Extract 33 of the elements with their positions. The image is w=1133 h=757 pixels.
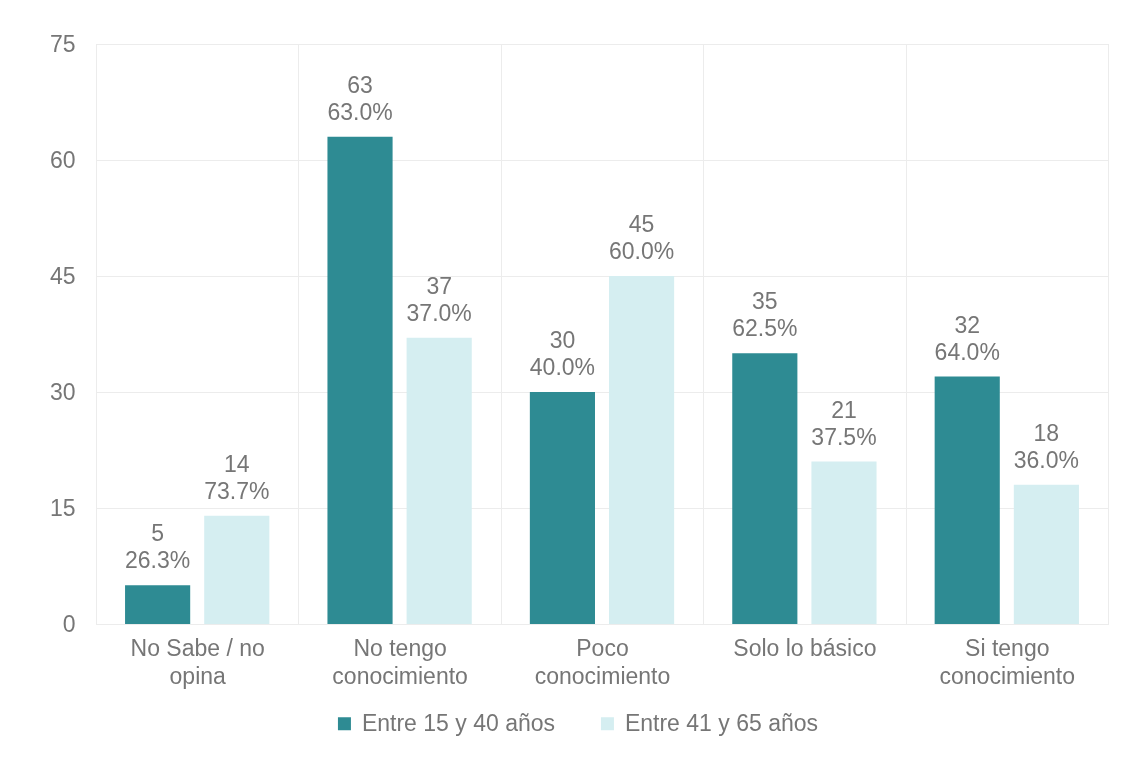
x-tick-label: Poco conocimiento (534, 634, 671, 689)
legend-label: Entre 15 y 40 años (361, 709, 556, 736)
y-tick-label: 75 (49, 30, 76, 57)
bar (529, 392, 595, 624)
data-label: 18 36.0% (1013, 419, 1079, 473)
data-label: 14 73.7% (204, 450, 270, 504)
y-tick-label: 15 (49, 494, 76, 521)
data-label: 35 62.5% (732, 288, 798, 342)
data-label: 32 64.0% (934, 311, 1000, 365)
bar (327, 136, 393, 624)
data-label: 21 37.5% (811, 396, 877, 450)
x-tick-label: No tengo conocimiento (332, 634, 468, 689)
data-label: 37 37.0% (406, 272, 472, 326)
data-label: 63 63.0% (327, 71, 393, 125)
legend-label: Entre 41 y 65 años (624, 709, 819, 736)
bar (204, 515, 270, 624)
x-tick-label: No Sabe / no opina (130, 634, 265, 689)
data-label: 5 26.3% (125, 520, 191, 574)
bar (1013, 484, 1079, 624)
data-label: 30 40.0% (529, 327, 596, 380)
x-tick-label: Si tengo conocimiento (939, 634, 1076, 689)
bar (609, 276, 675, 624)
y-tick-label: 45 (49, 262, 76, 289)
bar (406, 337, 472, 624)
y-tick-label: 30 (49, 378, 76, 405)
bar (811, 461, 877, 624)
y-tick-label: 60 (49, 146, 76, 173)
data-label: 45 60.0% (608, 211, 675, 264)
x-tick-label: Solo lo básico (733, 634, 877, 661)
y-tick-label: 0 (62, 610, 76, 637)
bar (732, 353, 798, 624)
bar (934, 376, 1000, 624)
bar (125, 585, 191, 624)
